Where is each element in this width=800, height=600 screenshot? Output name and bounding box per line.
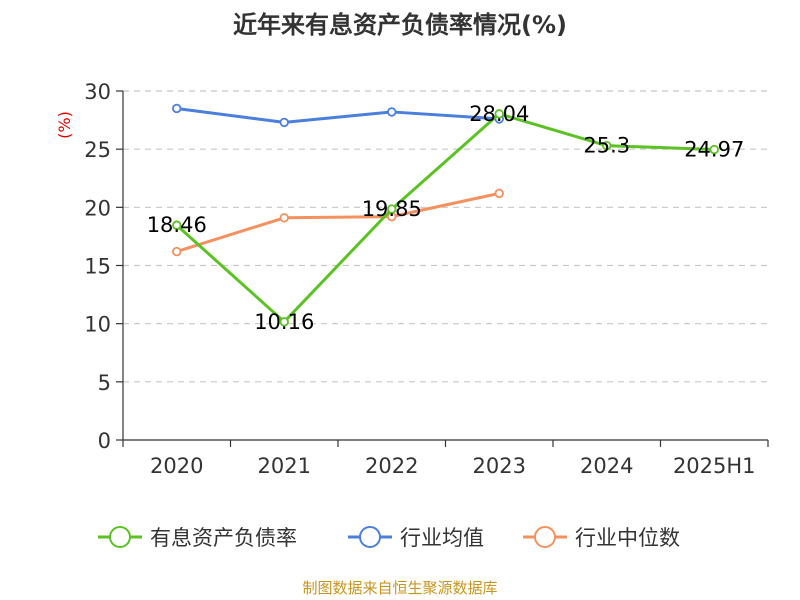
data-label: 19.85 [362,197,422,221]
data-label: 18.46 [147,213,207,237]
legend-label: 行业均值 [400,526,484,550]
y-tick-label: 15 [84,255,111,279]
y-tick-label: 0 [98,429,111,453]
data-label: 28.04 [469,102,529,126]
x-tick-label: 2025H1 [673,454,756,478]
legend-item: 行业中位数 [523,526,680,550]
data-point [494,188,504,199]
x-tick-label: 2021 [258,454,311,478]
y-tick-label: 30 [84,80,111,104]
legend-marker [534,526,556,548]
data-point [172,246,182,257]
y-axis-label: (%) [55,111,74,139]
x-tick-label: 2020 [150,454,203,478]
series-1 [172,103,504,128]
data-point [172,220,182,230]
axes: 0 5 10 15 20 25 30 2020 2021 2022 2023 2024 2025H1 [84,80,769,478]
source-note: 制图数据来自恒生聚源数据库 [302,579,497,597]
data-point [709,144,719,155]
y-tick-label: 10 [84,313,111,337]
data-point [602,140,612,151]
data-label: 24.97 [684,138,744,162]
legend-label: 行业中位数 [575,526,680,550]
y-tick-label: 20 [84,196,111,220]
data-point [279,317,289,327]
series-line [175,112,715,324]
data-point [387,204,397,214]
x-tick-label: 2024 [580,454,633,478]
series-0 [172,109,719,327]
data-label: 10.16 [254,310,314,334]
legend-label: 有息资产负债率 [150,526,297,550]
data-labels: 18.46 10.16 19.85 28.04 25.3 24.97 [147,102,745,334]
series-line [176,106,500,124]
x-tick-label: 2023 [473,454,526,478]
legend: 有息资产负债率 行业均值 行业中位数 [98,526,680,550]
series-lines [172,103,719,327]
series-2 [172,188,504,257]
chart-title: 近年来有息资产负债率情况(%) [233,11,567,39]
legend-marker [109,526,131,548]
data-point [494,109,504,119]
y-tick-label: 25 [84,138,111,162]
legend-item: 行业均值 [348,526,484,550]
x-tick-label: 2022 [365,454,418,478]
data-point [387,107,397,117]
data-label: 25.3 [583,134,630,158]
legend-item: 有息资产负债率 [98,526,297,550]
y-tick-label: 5 [98,371,111,395]
legend-marker [359,526,381,548]
series-line [176,191,500,253]
data-point [279,213,289,223]
data-point [172,103,182,114]
grid-lines [123,90,768,383]
data-point [279,117,289,128]
